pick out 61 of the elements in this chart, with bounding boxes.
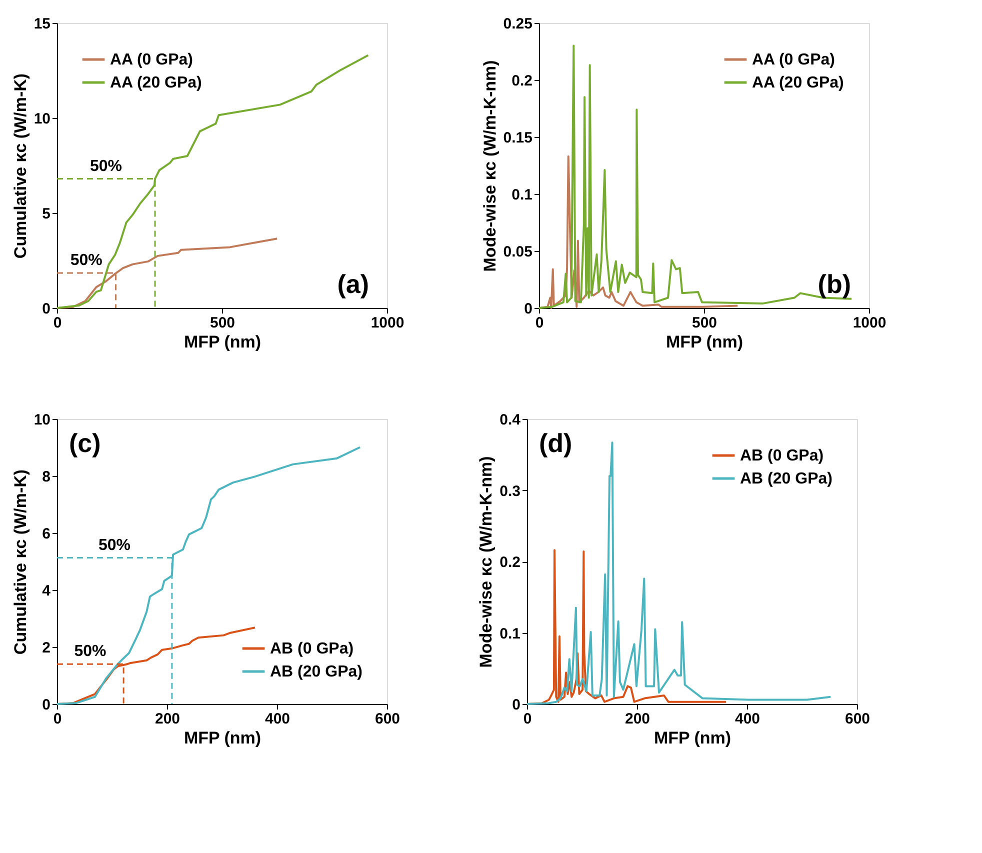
- y-tick-label: 0: [524, 300, 532, 318]
- y-tick-label: 4: [42, 582, 52, 600]
- x-tick-label: 0: [53, 710, 62, 728]
- line-series: [538, 155, 739, 309]
- legend-label: AB (0 GPa): [740, 448, 824, 464]
- x-axis-title: MFP (nm): [654, 728, 732, 748]
- y-tick-label: 15: [34, 16, 50, 32]
- y-axis-title: Cumulative κc (W/m-K): [10, 469, 30, 655]
- x-tick-label: 1000: [370, 314, 404, 332]
- annotation: 50%: [70, 252, 102, 270]
- x-axis-title: MFP (nm): [184, 728, 262, 748]
- y-tick-label: 10: [34, 412, 50, 428]
- y-tick-label: 0.2: [500, 554, 520, 571]
- y-axis-title: Mode-wise κc (W/m-K-nm): [480, 60, 500, 272]
- y-tick-label: 0.1: [500, 625, 520, 642]
- annotation: (b): [818, 269, 851, 299]
- x-tick-label: 200: [154, 710, 180, 728]
- x-tick-label: 200: [624, 710, 650, 728]
- x-axis-title: MFP (nm): [184, 332, 262, 352]
- legend-label: AA (20 GPa): [752, 74, 844, 92]
- x-tick-label: 600: [844, 710, 870, 728]
- y-tick-label: 0.25: [503, 16, 532, 32]
- y-tick-label: 6: [42, 526, 50, 542]
- legend-label: AB (20 GPa): [270, 664, 362, 680]
- annotation: 50%: [90, 158, 122, 175]
- y-tick-label: 10: [34, 110, 50, 128]
- x-tick-label: 400: [734, 710, 760, 728]
- legend-label: AA (0 GPa): [752, 52, 835, 68]
- x-tick-label: 400: [264, 710, 290, 728]
- y-tick-label: 0.05: [503, 244, 532, 260]
- x-axis-title: MFP (nm): [666, 332, 744, 352]
- line-series: [56, 54, 370, 309]
- x-tick-label: 500: [210, 314, 236, 332]
- annotation: 50%: [74, 643, 106, 660]
- y-tick-label: 8: [42, 468, 50, 486]
- legend-label: AB (20 GPa): [740, 470, 832, 488]
- y-tick-label: 5: [42, 206, 50, 222]
- x-tick-label: 500: [692, 314, 718, 332]
- y-tick-label: 0: [512, 696, 520, 714]
- y-tick-label: 0.15: [503, 130, 532, 146]
- y-tick-label: 0: [42, 300, 50, 318]
- y-tick-label: 0: [42, 696, 50, 714]
- y-axis-title: Cumulative κc (W/m-K): [10, 73, 30, 259]
- legend-label: AB (0 GPa): [270, 640, 354, 658]
- legend-label: AA (20 GPa): [110, 74, 202, 92]
- x-tick-label: 600: [374, 710, 400, 728]
- annotation: (d): [539, 428, 572, 458]
- y-axis-title: Mode-wise κc (W/m-K-nm): [476, 456, 496, 668]
- y-tick-label: 2: [42, 640, 50, 656]
- annotation: (a): [337, 269, 369, 299]
- line-series: [538, 44, 853, 309]
- annotation: (c): [69, 428, 101, 458]
- y-tick-label: 0.1: [512, 186, 532, 204]
- x-tick-label: 0: [535, 314, 544, 332]
- x-tick-label: 1000: [852, 314, 886, 332]
- y-tick-label: 0.3: [500, 482, 520, 500]
- annotation: 50%: [98, 536, 130, 554]
- y-tick-label: 0.2: [512, 72, 532, 90]
- legend-label: AA (0 GPa): [110, 52, 193, 68]
- x-tick-label: 0: [53, 314, 62, 332]
- y-tick-label: 0.4: [500, 412, 522, 428]
